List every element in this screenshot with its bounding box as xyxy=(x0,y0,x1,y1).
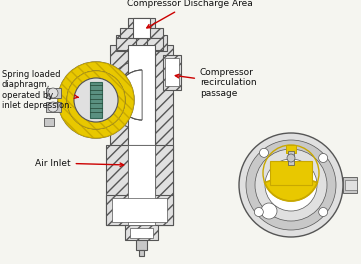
Circle shape xyxy=(283,177,299,193)
Circle shape xyxy=(265,159,317,211)
Bar xyxy=(46,102,61,112)
Bar xyxy=(128,145,155,225)
Bar xyxy=(286,145,296,153)
Circle shape xyxy=(277,171,305,199)
Bar xyxy=(110,45,128,220)
Bar xyxy=(155,145,173,225)
Bar xyxy=(130,228,153,238)
Bar xyxy=(116,35,167,51)
Bar xyxy=(147,38,163,50)
Wedge shape xyxy=(107,60,142,130)
Circle shape xyxy=(48,102,58,112)
Wedge shape xyxy=(117,70,142,120)
Wedge shape xyxy=(117,70,142,120)
Bar xyxy=(87,105,117,115)
Bar xyxy=(106,145,128,225)
Text: Compressor
recirculation
passage: Compressor recirculation passage xyxy=(175,68,257,98)
Wedge shape xyxy=(265,173,317,201)
Text: Compressor Discharge Area: Compressor Discharge Area xyxy=(127,0,253,28)
Bar xyxy=(165,58,179,86)
Bar xyxy=(270,161,312,185)
Bar xyxy=(125,225,158,240)
Text: Air Inlet: Air Inlet xyxy=(35,158,124,167)
Bar xyxy=(112,198,167,222)
Bar xyxy=(133,18,150,38)
Bar xyxy=(87,85,117,95)
Bar xyxy=(120,28,163,38)
Bar xyxy=(163,55,181,90)
Bar xyxy=(46,88,61,98)
Bar xyxy=(116,38,136,50)
Bar xyxy=(343,177,357,193)
Circle shape xyxy=(319,153,328,163)
Bar xyxy=(139,250,144,256)
Bar xyxy=(90,82,102,118)
Circle shape xyxy=(260,148,269,157)
Circle shape xyxy=(255,208,263,216)
Circle shape xyxy=(287,154,295,162)
Bar xyxy=(136,240,147,250)
Bar xyxy=(87,95,117,105)
Text: Spring loaded
diaphragm,
operated by
inlet depression.: Spring loaded diaphragm, operated by inl… xyxy=(2,70,78,110)
Circle shape xyxy=(319,208,328,216)
Wedge shape xyxy=(58,62,134,138)
Circle shape xyxy=(261,203,277,219)
Bar xyxy=(345,180,357,190)
Bar xyxy=(128,45,155,145)
Circle shape xyxy=(48,88,58,98)
Bar xyxy=(288,151,294,165)
Circle shape xyxy=(246,140,336,230)
Bar xyxy=(44,118,54,126)
Bar xyxy=(155,45,173,220)
Circle shape xyxy=(239,133,343,237)
Circle shape xyxy=(58,62,134,138)
Bar xyxy=(128,18,155,38)
Circle shape xyxy=(74,78,118,122)
Bar xyxy=(106,195,173,225)
Wedge shape xyxy=(67,71,125,129)
Circle shape xyxy=(255,149,327,221)
Circle shape xyxy=(67,71,125,129)
